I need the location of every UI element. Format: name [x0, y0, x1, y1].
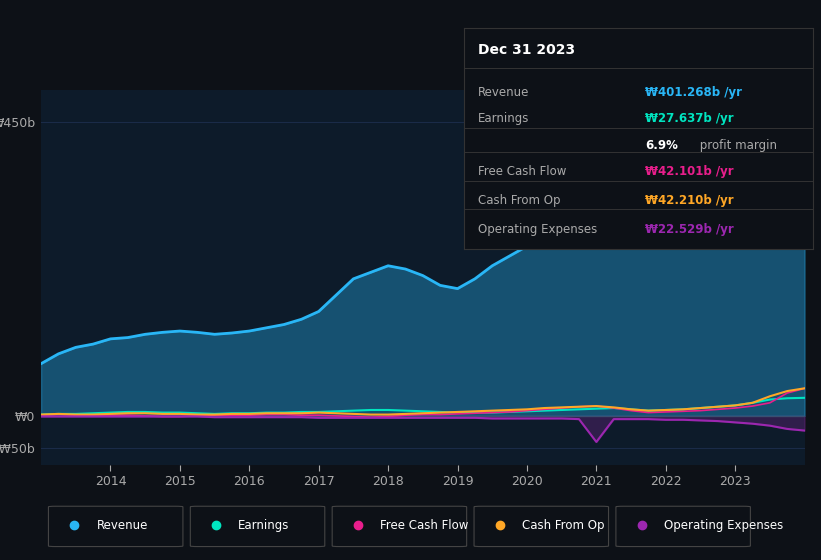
Text: Earnings: Earnings	[238, 519, 290, 532]
Text: Revenue: Revenue	[97, 519, 148, 532]
Text: Free Cash Flow: Free Cash Flow	[478, 165, 566, 178]
Text: Cash From Op: Cash From Op	[478, 194, 560, 207]
Text: ₩401.268b /yr: ₩401.268b /yr	[645, 86, 742, 99]
Text: Operating Expenses: Operating Expenses	[478, 223, 597, 236]
Text: profit margin: profit margin	[696, 139, 777, 152]
Text: ₩42.210b /yr: ₩42.210b /yr	[645, 194, 734, 207]
Text: 6.9%: 6.9%	[645, 139, 678, 152]
Text: Dec 31 2023: Dec 31 2023	[478, 44, 575, 58]
Text: Earnings: Earnings	[478, 112, 530, 125]
Text: ₩27.637b /yr: ₩27.637b /yr	[645, 112, 734, 125]
Text: Operating Expenses: Operating Expenses	[664, 519, 783, 532]
Text: Cash From Op: Cash From Op	[522, 519, 604, 532]
Text: ₩42.101b /yr: ₩42.101b /yr	[645, 165, 734, 178]
Text: Free Cash Flow: Free Cash Flow	[380, 519, 469, 532]
Text: ₩22.529b /yr: ₩22.529b /yr	[645, 223, 734, 236]
Text: Revenue: Revenue	[478, 86, 530, 99]
